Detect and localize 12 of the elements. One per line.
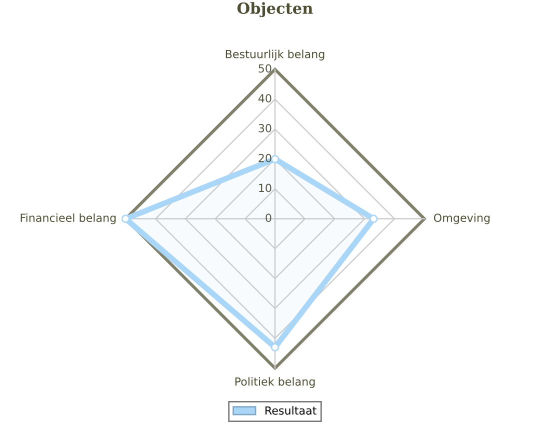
spoke-label: Bestuurlijk belang <box>226 50 324 60</box>
y-tick-label: 40 <box>258 94 272 103</box>
y-tick-label: 50 <box>258 64 272 73</box>
spoke-label: Politiek belang <box>235 377 315 388</box>
y-tick-label: 0 <box>266 214 272 222</box>
y-tick-label: 30 <box>258 124 272 132</box>
y-tick-label: 20 <box>258 154 272 162</box>
y-tick-label: 10 <box>259 184 272 192</box>
spoke-label: Omgeving <box>434 213 490 224</box>
spoke-label: Financieel belang <box>20 213 116 224</box>
chart-title: Objecten <box>237 2 313 18</box>
legend-label: Resultaat <box>265 406 316 415</box>
